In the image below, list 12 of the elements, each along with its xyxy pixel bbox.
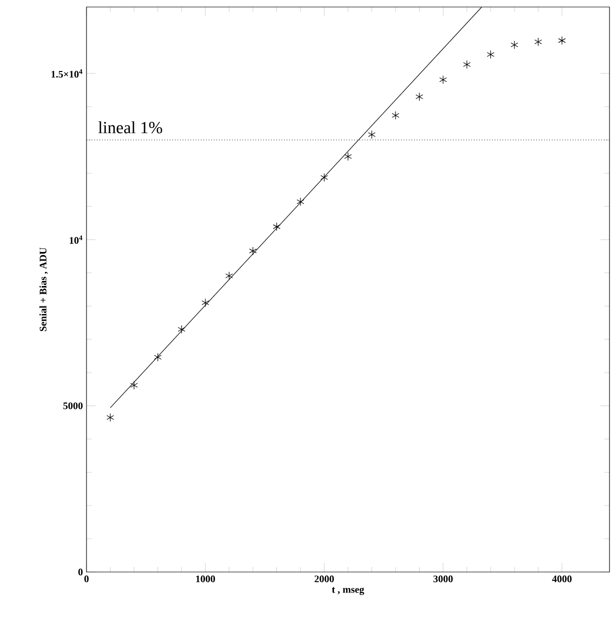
x-tick-label: 2000 <box>314 576 334 582</box>
ref-line-label: lineal 1% <box>98 121 162 134</box>
x-tick-label: 1000 <box>196 576 216 582</box>
y-tick-label: 1.5×10$^{4}$ <box>52 69 83 78</box>
x-tick-label: 3000 <box>434 576 453 582</box>
x-tick-label: 4000 <box>552 576 572 582</box>
y-tick-label: 0 <box>78 568 83 576</box>
y-tick-label: 5000 <box>64 402 83 410</box>
y-axis-title: Senial + Bias , ADU <box>40 248 48 332</box>
x-axis-title: t , mseg <box>332 587 364 595</box>
x-tick-label: 0 <box>84 576 89 582</box>
y-tick-label: 10$^{4}$ <box>70 235 83 244</box>
